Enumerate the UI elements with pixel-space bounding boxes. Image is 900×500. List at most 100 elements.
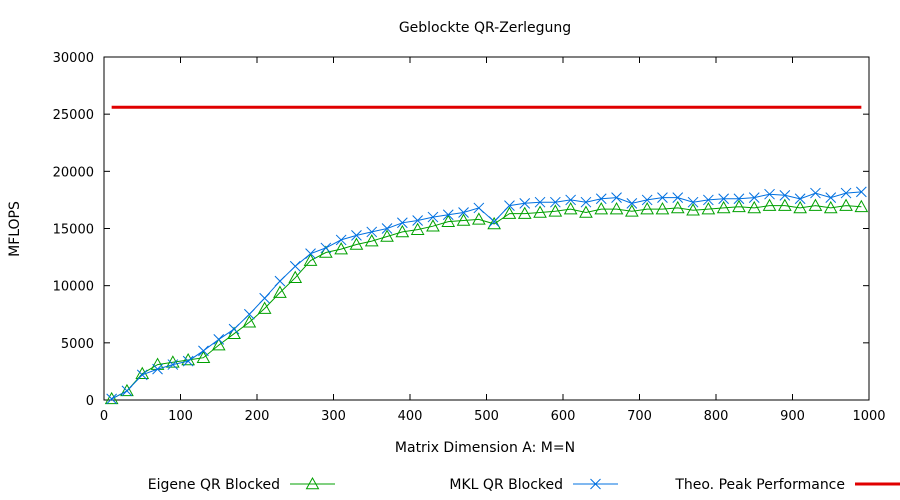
x-tick-label: 1000	[852, 409, 885, 424]
data-point	[441, 214, 456, 227]
y-tick-label: 10000	[53, 280, 94, 295]
x-tick-label: 0	[100, 409, 108, 424]
data-point	[243, 308, 255, 320]
x-tick-label: 800	[704, 409, 729, 424]
data-point	[319, 245, 333, 258]
data-point	[458, 207, 469, 218]
data-point	[702, 194, 714, 206]
data-point	[288, 270, 303, 283]
x-tick-label: 400	[398, 409, 423, 424]
data-point	[686, 203, 700, 216]
series-layer	[104, 105, 869, 405]
data-point	[732, 199, 746, 213]
data-point	[395, 224, 410, 238]
data-point	[657, 192, 668, 203]
data-point	[335, 234, 347, 246]
data-point	[273, 285, 287, 298]
data-point	[672, 192, 684, 203]
data-point	[854, 199, 869, 213]
data-point	[380, 229, 394, 242]
y-tick-label: 0	[86, 394, 94, 409]
data-point	[349, 237, 364, 250]
ticks-layer: 0 100 200 300 400 500 600 700 800 900 100005000100…	[53, 51, 886, 424]
data-point	[641, 194, 653, 206]
x-tick-label: 700	[627, 409, 652, 424]
data-point	[519, 197, 531, 209]
data-point	[303, 253, 318, 266]
data-point	[716, 200, 731, 214]
data-point	[626, 197, 638, 209]
data-point	[456, 213, 471, 226]
data-point	[764, 188, 775, 200]
data-point	[670, 200, 685, 214]
data-point	[334, 242, 348, 255]
data-point	[762, 198, 777, 211]
data-point	[106, 393, 118, 405]
data-point	[198, 345, 209, 357]
data-point	[121, 385, 133, 397]
data-point	[793, 200, 807, 214]
data-point	[825, 192, 837, 203]
data-point	[196, 350, 211, 363]
data-point	[135, 366, 150, 380]
data-point	[640, 202, 654, 215]
data-point	[747, 200, 762, 214]
legend-marker	[305, 476, 320, 490]
data-point	[381, 223, 393, 234]
data-point	[182, 355, 194, 367]
series-1	[106, 186, 867, 405]
data-point	[563, 202, 578, 215]
data-point	[579, 205, 593, 218]
data-point	[366, 226, 378, 238]
data-point	[655, 202, 670, 215]
data-point	[748, 192, 760, 203]
data-point	[167, 359, 179, 370]
data-point	[473, 202, 485, 214]
y-tick-label: 25000	[53, 108, 94, 123]
y-axis-title: MFLOPS	[7, 201, 23, 257]
data-point	[427, 211, 439, 223]
x-tick-label: 200	[245, 409, 270, 424]
x-axis-title: Matrix Dimension A: M=N	[395, 440, 575, 456]
x-tick-label: 500	[474, 409, 499, 424]
y-tick-label: 5000	[61, 337, 94, 352]
x-tick-label: 100	[168, 409, 193, 424]
data-point	[855, 186, 867, 198]
data-point	[274, 275, 286, 287]
data-point	[351, 230, 362, 241]
data-point	[257, 301, 272, 314]
data-point	[211, 338, 226, 351]
series-line	[111, 205, 862, 400]
chart-title: Geblockte QR-Zerlegung	[399, 20, 571, 36]
legend-label: Theo. Peak Performance	[674, 477, 845, 493]
data-point	[823, 200, 838, 214]
data-point	[625, 204, 639, 217]
data-point	[228, 323, 240, 335]
data-point	[442, 209, 454, 221]
data-point	[504, 200, 515, 211]
data-point	[120, 383, 134, 397]
legend: Eigene QR Blocked MKL QR Blocked Theo. Pea…	[148, 476, 900, 493]
data-point	[487, 216, 501, 230]
data-point	[595, 193, 607, 205]
data-point	[565, 194, 577, 206]
data-point	[808, 198, 823, 211]
data-point	[580, 196, 592, 208]
data-point	[611, 192, 622, 203]
series-line	[111, 191, 862, 400]
data-point	[687, 196, 699, 208]
data-point	[305, 248, 316, 260]
data-point	[320, 242, 332, 254]
series-0	[104, 198, 869, 405]
data-point	[410, 222, 425, 235]
data-point	[609, 202, 624, 215]
data-point	[779, 189, 791, 201]
legend-label: Eigene QR Blocked	[148, 477, 280, 493]
x-tick-label: 300	[321, 409, 346, 424]
data-point	[594, 202, 609, 215]
data-point	[213, 334, 225, 345]
data-point	[396, 217, 408, 229]
data-point	[701, 202, 716, 215]
data-point	[412, 215, 424, 226]
